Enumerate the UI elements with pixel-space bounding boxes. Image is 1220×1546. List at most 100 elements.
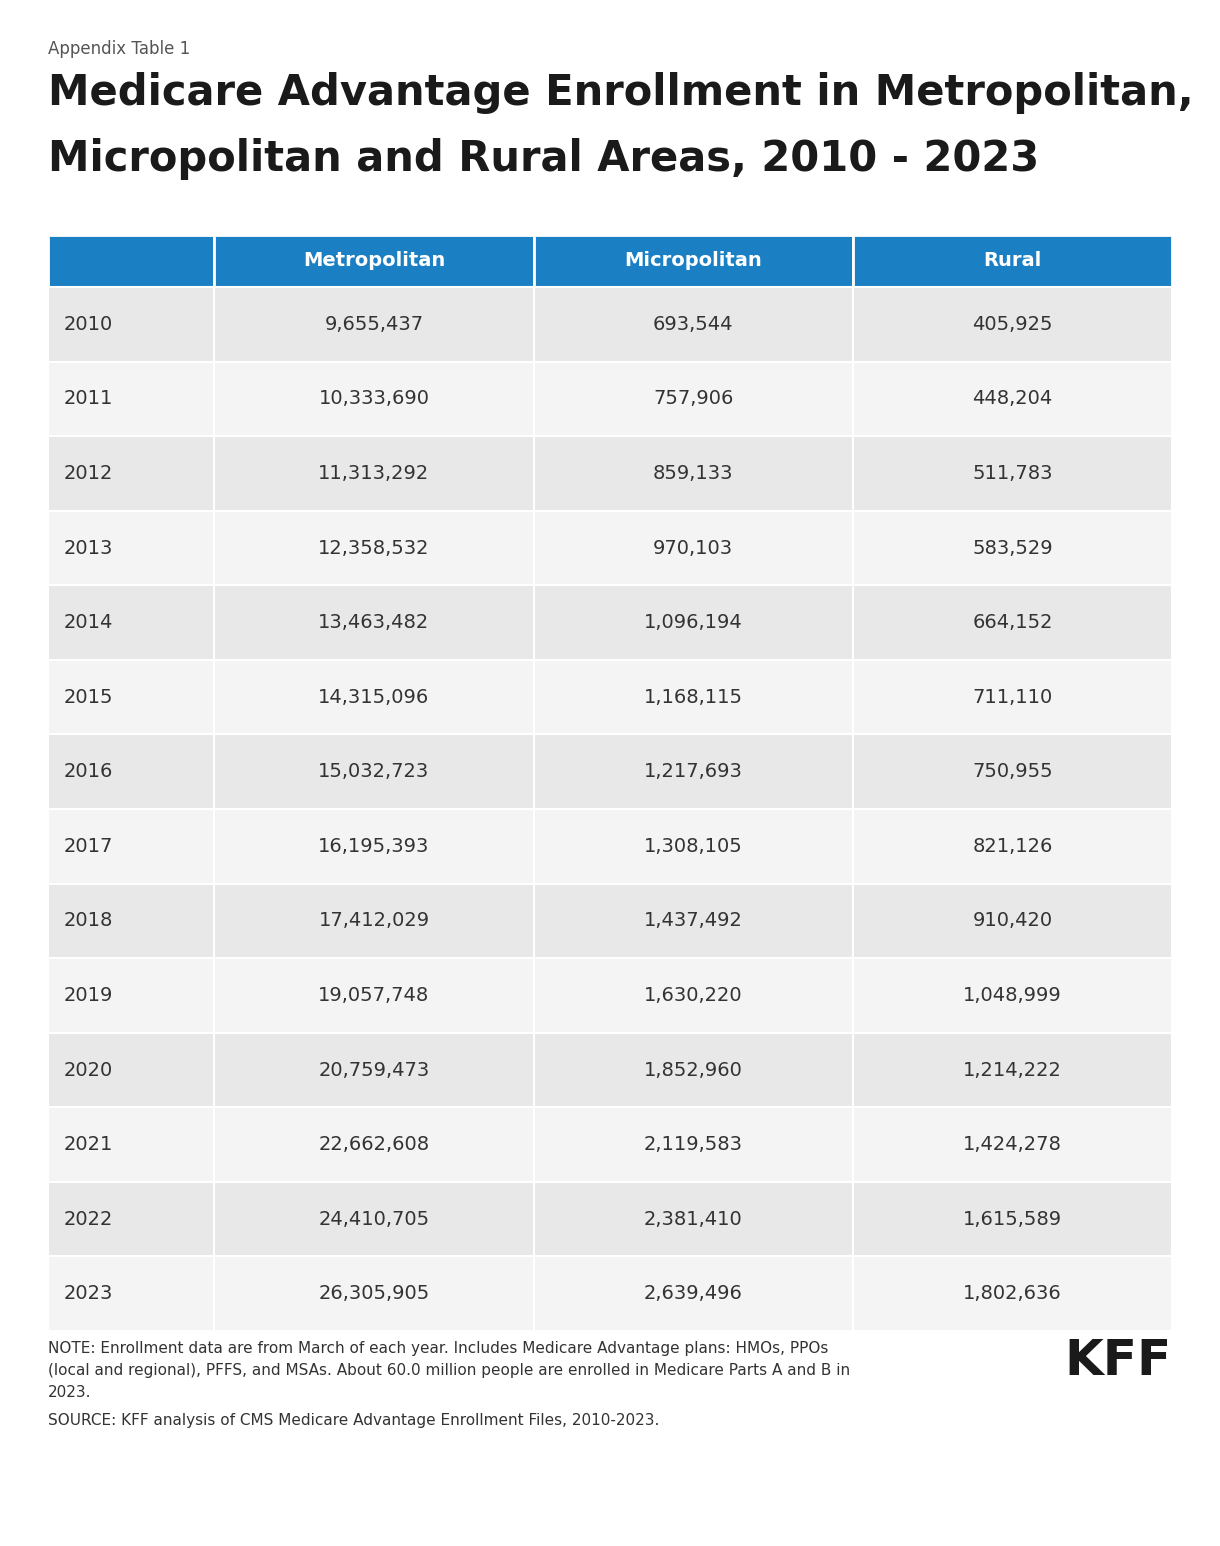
- Text: 1,168,115: 1,168,115: [644, 688, 743, 707]
- Bar: [533, 288, 853, 362]
- Text: 1,048,999: 1,048,999: [963, 986, 1061, 1005]
- Text: 2016: 2016: [63, 762, 113, 781]
- Bar: [48, 1033, 215, 1107]
- Text: 1,852,960: 1,852,960: [644, 1061, 743, 1079]
- Text: 2015: 2015: [63, 688, 113, 707]
- Bar: [533, 1107, 853, 1181]
- Bar: [533, 510, 853, 586]
- Bar: [533, 734, 853, 809]
- Text: 2012: 2012: [63, 464, 113, 482]
- Text: 821,126: 821,126: [972, 836, 1053, 856]
- Bar: [215, 1257, 533, 1331]
- Text: 859,133: 859,133: [653, 464, 733, 482]
- Bar: [853, 734, 1172, 809]
- Bar: [215, 959, 533, 1033]
- Bar: [533, 660, 853, 734]
- Bar: [853, 1181, 1172, 1257]
- Text: 2013: 2013: [63, 538, 113, 558]
- Bar: [215, 1107, 533, 1181]
- Text: Micropolitan: Micropolitan: [625, 252, 762, 271]
- Bar: [533, 1181, 853, 1257]
- Text: 750,955: 750,955: [972, 762, 1053, 781]
- Text: 24,410,705: 24,410,705: [318, 1209, 429, 1229]
- Text: 583,529: 583,529: [972, 538, 1053, 558]
- Text: 2021: 2021: [63, 1135, 113, 1153]
- Bar: [853, 288, 1172, 362]
- Text: 448,204: 448,204: [972, 390, 1053, 408]
- Bar: [853, 1257, 1172, 1331]
- Text: Rural: Rural: [983, 252, 1042, 271]
- Text: 9,655,437: 9,655,437: [325, 315, 423, 334]
- Text: 2,381,410: 2,381,410: [644, 1209, 743, 1229]
- Text: 13,463,482: 13,463,482: [318, 614, 429, 632]
- Bar: [853, 362, 1172, 436]
- Bar: [533, 436, 853, 510]
- Text: Micropolitan and Rural Areas, 2010 - 2023: Micropolitan and Rural Areas, 2010 - 202…: [48, 138, 1039, 179]
- Bar: [853, 660, 1172, 734]
- Bar: [48, 436, 215, 510]
- Bar: [48, 959, 215, 1033]
- Text: 1,802,636: 1,802,636: [963, 1285, 1061, 1303]
- Text: 910,420: 910,420: [972, 911, 1053, 931]
- Text: Appendix Table 1: Appendix Table 1: [48, 40, 190, 59]
- Bar: [215, 734, 533, 809]
- Text: 2014: 2014: [63, 614, 113, 632]
- Bar: [853, 586, 1172, 660]
- Text: 2022: 2022: [63, 1209, 113, 1229]
- Text: 1,437,492: 1,437,492: [644, 911, 743, 931]
- Text: 2020: 2020: [63, 1061, 113, 1079]
- Text: 15,032,723: 15,032,723: [318, 762, 429, 781]
- Bar: [215, 884, 533, 959]
- Text: 2017: 2017: [63, 836, 113, 856]
- Bar: [215, 362, 533, 436]
- Text: 970,103: 970,103: [653, 538, 733, 558]
- Text: 14,315,096: 14,315,096: [318, 688, 429, 707]
- Text: 2,119,583: 2,119,583: [644, 1135, 743, 1153]
- Text: 693,544: 693,544: [653, 315, 733, 334]
- Bar: [533, 1033, 853, 1107]
- Text: 511,783: 511,783: [972, 464, 1053, 482]
- Bar: [533, 586, 853, 660]
- Bar: [48, 1257, 215, 1331]
- Text: Metropolitan: Metropolitan: [303, 252, 445, 271]
- Bar: [853, 959, 1172, 1033]
- Bar: [215, 660, 533, 734]
- Text: 405,925: 405,925: [972, 315, 1053, 334]
- Bar: [48, 884, 215, 959]
- Bar: [853, 510, 1172, 586]
- Bar: [215, 288, 533, 362]
- Bar: [533, 884, 853, 959]
- Bar: [853, 884, 1172, 959]
- Text: 12,358,532: 12,358,532: [318, 538, 429, 558]
- Text: 26,305,905: 26,305,905: [318, 1285, 429, 1303]
- Bar: [533, 959, 853, 1033]
- Text: 11,313,292: 11,313,292: [318, 464, 429, 482]
- Bar: [215, 510, 533, 586]
- Bar: [215, 809, 533, 884]
- Bar: [853, 235, 1172, 288]
- Bar: [533, 1257, 853, 1331]
- Text: 16,195,393: 16,195,393: [318, 836, 429, 856]
- Text: 1,308,105: 1,308,105: [644, 836, 743, 856]
- Text: 19,057,748: 19,057,748: [318, 986, 429, 1005]
- Bar: [533, 362, 853, 436]
- Bar: [215, 1181, 533, 1257]
- Text: KFF: KFF: [1065, 1337, 1172, 1385]
- Bar: [48, 510, 215, 586]
- Bar: [853, 809, 1172, 884]
- Text: 1,217,693: 1,217,693: [644, 762, 743, 781]
- Text: 2018: 2018: [63, 911, 113, 931]
- Text: 711,110: 711,110: [972, 688, 1053, 707]
- Bar: [215, 1033, 533, 1107]
- Text: 2023: 2023: [63, 1285, 113, 1303]
- Text: 20,759,473: 20,759,473: [318, 1061, 429, 1079]
- Text: 1,096,194: 1,096,194: [644, 614, 743, 632]
- Text: 10,333,690: 10,333,690: [318, 390, 429, 408]
- Bar: [48, 1181, 215, 1257]
- Bar: [533, 235, 853, 288]
- Bar: [853, 1033, 1172, 1107]
- Bar: [48, 734, 215, 809]
- Text: SOURCE: KFF analysis of CMS Medicare Advantage Enrollment Files, 2010-2023.: SOURCE: KFF analysis of CMS Medicare Adv…: [48, 1413, 659, 1429]
- Bar: [48, 235, 215, 288]
- Bar: [48, 660, 215, 734]
